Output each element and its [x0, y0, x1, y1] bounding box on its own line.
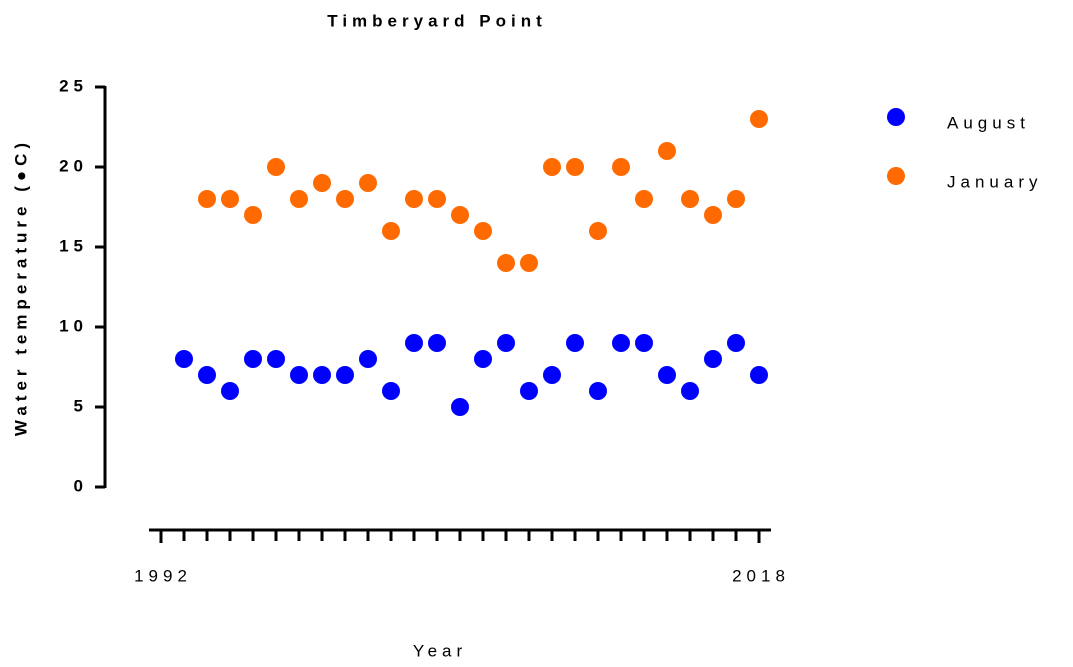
point	[221, 190, 239, 208]
point	[727, 190, 745, 208]
point	[681, 382, 699, 400]
point	[382, 222, 400, 240]
point	[704, 206, 722, 224]
point	[612, 334, 630, 352]
point	[451, 206, 469, 224]
point	[290, 190, 308, 208]
point	[497, 334, 515, 352]
point	[612, 158, 630, 176]
y-axis-label: Water temperature (●C)	[11, 138, 30, 436]
y-tick-label: 20	[59, 156, 88, 175]
point	[267, 350, 285, 368]
x-tick-label: 1992	[134, 566, 192, 585]
y-tick-label: 10	[59, 316, 88, 335]
point	[543, 158, 561, 176]
point	[704, 350, 722, 368]
point	[520, 254, 538, 272]
y-tick-label: 15	[59, 236, 88, 255]
x-tick-label: 2018	[732, 566, 790, 585]
point	[313, 366, 331, 384]
point	[336, 190, 354, 208]
point	[382, 382, 400, 400]
point	[589, 382, 607, 400]
point	[589, 222, 607, 240]
point	[175, 350, 193, 368]
legend-marker	[887, 167, 905, 185]
point	[198, 190, 216, 208]
point	[520, 382, 538, 400]
point	[451, 398, 469, 416]
point	[474, 350, 492, 368]
point	[198, 366, 216, 384]
point	[474, 222, 492, 240]
point	[566, 158, 584, 176]
chart-title: Timberyard Point	[327, 11, 547, 30]
point	[428, 334, 446, 352]
point	[635, 334, 653, 352]
point	[267, 158, 285, 176]
point	[359, 174, 377, 192]
point	[681, 190, 699, 208]
point	[244, 350, 262, 368]
point	[290, 366, 308, 384]
point	[497, 254, 515, 272]
point	[336, 366, 354, 384]
point	[428, 190, 446, 208]
legend-label: August	[947, 113, 1030, 132]
point	[405, 334, 423, 352]
point	[405, 190, 423, 208]
point	[543, 366, 561, 384]
y-tick-label: 0	[74, 476, 88, 495]
point	[750, 366, 768, 384]
point	[635, 190, 653, 208]
legend-marker	[887, 108, 905, 126]
point	[658, 366, 676, 384]
point	[658, 142, 676, 160]
x-axis-label: Year	[413, 641, 467, 660]
y-tick-label: 5	[74, 396, 88, 415]
point	[750, 110, 768, 128]
point	[566, 334, 584, 352]
legend-label: January	[947, 172, 1042, 191]
point	[221, 382, 239, 400]
point	[313, 174, 331, 192]
point	[244, 206, 262, 224]
point	[727, 334, 745, 352]
y-tick-label: 25	[59, 76, 88, 95]
point	[359, 350, 377, 368]
